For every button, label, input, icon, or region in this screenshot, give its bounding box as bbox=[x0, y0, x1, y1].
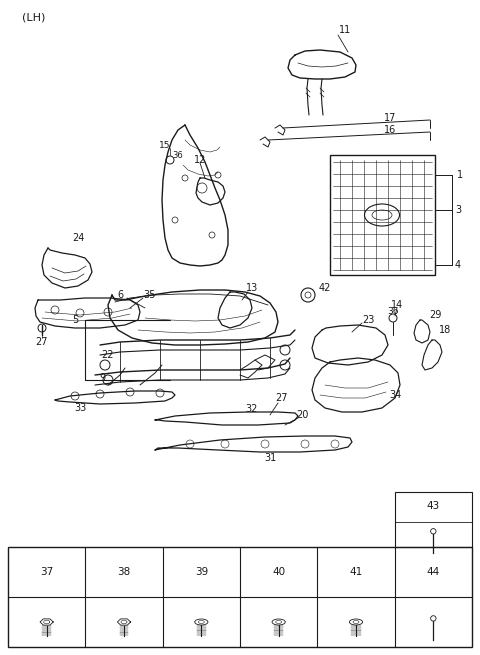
Text: 35: 35 bbox=[144, 290, 156, 300]
Text: 11: 11 bbox=[339, 25, 351, 35]
Text: 27: 27 bbox=[276, 393, 288, 403]
Text: 16: 16 bbox=[384, 125, 396, 135]
Text: 44: 44 bbox=[427, 567, 440, 577]
Text: 15: 15 bbox=[159, 141, 171, 149]
Text: 31: 31 bbox=[264, 453, 276, 463]
Bar bbox=[395, 492, 472, 547]
Text: 41: 41 bbox=[349, 567, 362, 577]
Text: 13: 13 bbox=[246, 283, 258, 293]
Text: 9: 9 bbox=[99, 373, 105, 383]
Text: 22: 22 bbox=[102, 350, 114, 360]
Text: 5: 5 bbox=[72, 315, 78, 325]
Text: 29: 29 bbox=[429, 310, 441, 320]
Text: 12: 12 bbox=[194, 155, 206, 165]
Text: 1: 1 bbox=[457, 170, 463, 180]
Text: 24: 24 bbox=[72, 233, 84, 243]
Text: 32: 32 bbox=[246, 404, 258, 414]
Text: (LH): (LH) bbox=[22, 12, 46, 22]
Text: 20: 20 bbox=[296, 410, 308, 420]
Text: 37: 37 bbox=[40, 567, 53, 577]
Text: 38: 38 bbox=[118, 567, 131, 577]
Text: 36: 36 bbox=[387, 307, 399, 316]
Text: 3: 3 bbox=[455, 205, 461, 215]
Text: 18: 18 bbox=[439, 325, 451, 335]
Text: 14: 14 bbox=[391, 300, 403, 310]
Text: 6: 6 bbox=[117, 290, 123, 300]
Text: 27: 27 bbox=[36, 337, 48, 347]
Bar bbox=[330, 155, 435, 275]
Text: 36: 36 bbox=[173, 151, 183, 160]
Text: 34: 34 bbox=[389, 390, 401, 400]
Text: 23: 23 bbox=[362, 315, 374, 325]
Text: 4: 4 bbox=[455, 260, 461, 270]
Text: 17: 17 bbox=[384, 113, 396, 123]
Text: 40: 40 bbox=[272, 567, 285, 577]
Text: 43: 43 bbox=[427, 501, 440, 511]
Text: 33: 33 bbox=[74, 403, 86, 413]
Text: 42: 42 bbox=[319, 283, 331, 293]
Bar bbox=[8, 547, 472, 647]
Text: 39: 39 bbox=[195, 567, 208, 577]
